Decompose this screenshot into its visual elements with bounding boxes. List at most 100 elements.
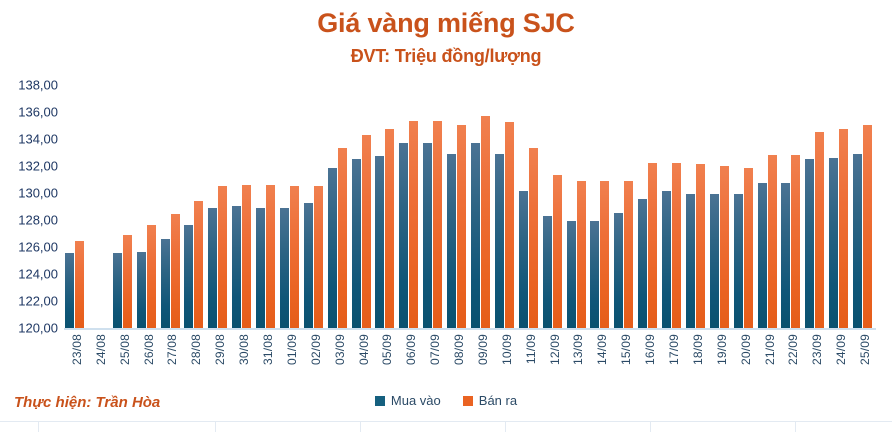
- bar-group: [351, 85, 375, 329]
- bar-mua-vao: [853, 153, 863, 329]
- bar-group: [255, 85, 279, 329]
- bar-mua-vao: [136, 252, 146, 329]
- x-axis-tick-label: 08/09: [452, 334, 467, 366]
- bar-ban-ra: [409, 121, 419, 329]
- x-axis-tick-label: 17/09: [667, 334, 681, 366]
- bar-ban-ra: [146, 225, 156, 329]
- x-axis-tick-label: 10/09: [499, 334, 514, 366]
- bar-group: [398, 85, 422, 329]
- bar-group: [637, 85, 661, 329]
- x-axis-tick-label: 24/09: [834, 334, 849, 366]
- bar-group: [661, 85, 685, 329]
- y-axis-tick-label: 128,00: [18, 212, 58, 228]
- bar-group: [613, 85, 637, 329]
- legend-item[interactable]: Mua vào: [374, 393, 441, 408]
- bar-ban-ra: [576, 180, 586, 329]
- bar-ban-ra: [122, 234, 132, 329]
- bar-group: [136, 85, 160, 329]
- bar-mua-vao: [709, 194, 719, 329]
- bottom-grid-line: [0, 421, 892, 432]
- plot-area: [64, 85, 876, 329]
- bar-group: [757, 85, 781, 329]
- x-axis-tick-label: 09/09: [475, 334, 490, 366]
- y-axis-tick-label: 134,00: [18, 131, 58, 147]
- bar-group: [542, 85, 566, 329]
- bar-mua-vao: [614, 212, 624, 329]
- bar-group: [64, 85, 88, 329]
- bar-group: [327, 85, 351, 329]
- y-axis-tick-label: 124,00: [18, 266, 58, 282]
- x-axis-tick-label: 19/09: [714, 334, 729, 366]
- legend-item[interactable]: Bán ra: [462, 393, 518, 408]
- x-axis-tick-label: 13/09: [571, 334, 586, 366]
- x-axis-tick-label: 24/08: [93, 334, 108, 366]
- legend-swatch-icon: [462, 395, 473, 406]
- bar-group: [88, 85, 112, 329]
- x-axis-tick-label: 05/09: [380, 334, 395, 366]
- bar-group: [566, 85, 590, 329]
- bar-mua-vao: [423, 142, 433, 329]
- bar-mua-vao: [542, 215, 552, 329]
- x-axis-tick-label: 11/09: [523, 334, 538, 365]
- bar-group: [279, 85, 303, 329]
- y-axis-tick-label: 120,00: [18, 320, 58, 336]
- chart-legend: Mua vào Bán ra: [0, 393, 892, 408]
- bar-ban-ra: [289, 185, 299, 329]
- x-axis-tick-label: 18/09: [690, 334, 705, 366]
- bar-ban-ra: [504, 122, 514, 329]
- bar-ban-ra: [695, 164, 705, 329]
- legend-label: Bán ra: [478, 393, 518, 408]
- x-axis-tick-label: 06/09: [404, 334, 419, 366]
- bar-group: [446, 85, 470, 329]
- bar-mua-vao: [805, 158, 815, 329]
- x-axis-tick-label: 25/08: [117, 334, 132, 366]
- bar-group: [231, 85, 255, 329]
- bar-mua-vao: [399, 142, 409, 329]
- y-axis-tick-label: 126,00: [18, 239, 58, 255]
- x-axis-tick-label: 20/09: [738, 334, 753, 366]
- bar-group: [374, 85, 398, 329]
- bar-mua-vao: [160, 238, 170, 329]
- bar-group: [780, 85, 804, 329]
- bar-group: [804, 85, 828, 329]
- bar-ban-ra: [218, 185, 228, 329]
- bar-ban-ra: [767, 154, 777, 329]
- y-axis-tick-label: 136,00: [18, 104, 58, 120]
- x-axis-tick-label: 30/08: [237, 334, 252, 366]
- x-axis-tick-label: 02/09: [308, 334, 323, 366]
- bar-mua-vao: [781, 183, 791, 329]
- credit-text: Thực hiện: Trần Hòa: [14, 394, 161, 411]
- bar-group: [852, 85, 876, 329]
- bar-ban-ra: [552, 175, 562, 329]
- bar-ban-ra: [743, 168, 753, 329]
- x-axis-tick-label: 26/08: [141, 334, 156, 366]
- bar-mua-vao: [351, 158, 361, 329]
- bar-group: [733, 85, 757, 329]
- bar-mua-vao: [662, 191, 672, 329]
- bar-group: [183, 85, 207, 329]
- bar-mua-vao: [638, 199, 648, 329]
- bar-group: [207, 85, 231, 329]
- bar-mua-vao: [566, 221, 576, 329]
- bar-group: [494, 85, 518, 329]
- bar-ban-ra: [624, 180, 634, 329]
- bar-mua-vao: [829, 157, 839, 329]
- bar-ban-ra: [791, 154, 801, 329]
- bar-mua-vao: [256, 207, 266, 329]
- bar-mua-vao: [471, 142, 480, 329]
- bar-group: [160, 85, 184, 329]
- x-axis-tick-label: 27/08: [165, 334, 180, 366]
- x-axis-tick-label: 23/09: [810, 334, 825, 366]
- bar-ban-ra: [481, 115, 490, 329]
- bar-group: [589, 85, 613, 329]
- y-axis-tick-label: 122,00: [18, 293, 58, 309]
- x-axis-tick-label: 16/09: [643, 334, 658, 366]
- bar-mua-vao: [112, 253, 122, 329]
- y-axis: 138,00 136,00 134,00 132,00 130,00 128,00 126,…: [0, 0, 58, 431]
- bar-ban-ra: [863, 125, 873, 329]
- bar-ban-ra: [75, 241, 84, 329]
- bar-ban-ra: [170, 214, 180, 329]
- y-axis-tick-label: 138,00: [18, 77, 58, 93]
- bar-mua-vao: [184, 225, 194, 329]
